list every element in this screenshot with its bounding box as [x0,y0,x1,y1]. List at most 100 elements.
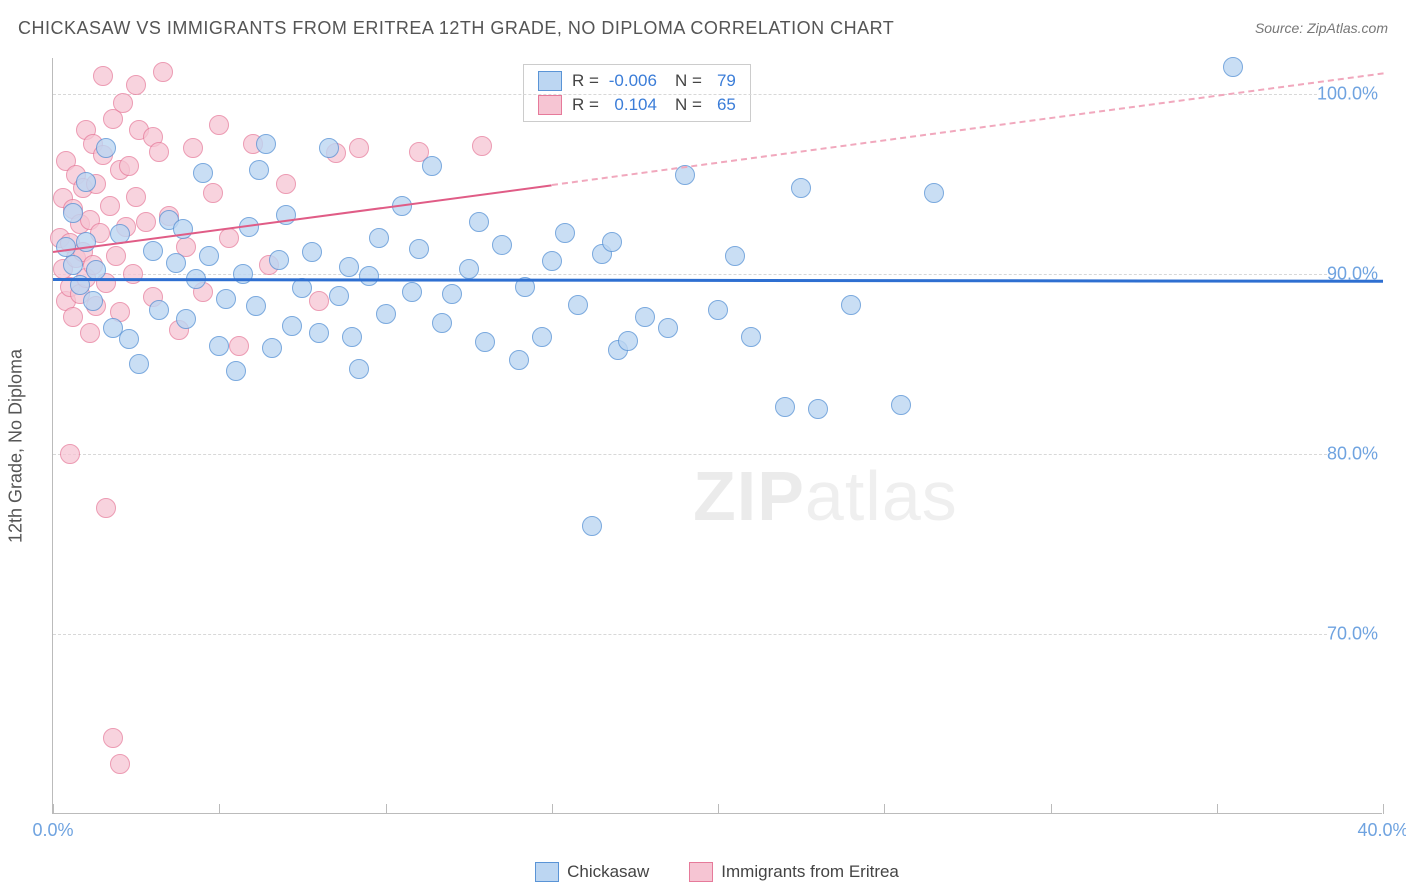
data-point [349,138,369,158]
data-point [76,172,96,192]
data-point [319,138,339,158]
data-point [193,163,213,183]
data-point [791,178,811,198]
legend-swatch [535,862,559,882]
data-point [459,259,479,279]
source-label: Source: ZipAtlas.com [1255,20,1388,36]
y-tick-label: 100.0% [1317,84,1384,105]
data-point [129,354,149,374]
data-point [203,183,223,203]
data-point [741,327,761,347]
y-tick-label: 80.0% [1327,444,1384,465]
data-point [492,235,512,255]
data-point [80,323,100,343]
data-point [262,338,282,358]
legend-stat: R =0.104N =65 [572,95,736,115]
data-point [229,336,249,356]
data-point [635,307,655,327]
data-point [63,203,83,223]
data-point [56,237,76,257]
correlation-legend: R =-0.006N =79 R =0.104N =65 [523,64,751,122]
data-point [469,212,489,232]
x-tick [1217,804,1218,814]
data-point [63,307,83,327]
data-point [924,183,944,203]
data-point [402,282,422,302]
data-point [555,223,575,243]
series-legend: Chickasaw Immigrants from Eritrea [52,862,1382,882]
data-point [542,251,562,271]
x-tick [386,804,387,814]
gridline-h [53,634,1382,635]
data-point [103,728,123,748]
data-point [342,327,362,347]
data-point [209,115,229,135]
data-point [199,246,219,266]
data-point [60,444,80,464]
data-point [153,62,173,82]
data-point [432,313,452,333]
data-point [249,160,269,180]
data-point [658,318,678,338]
data-point [119,329,139,349]
data-point [246,296,266,316]
data-point [96,138,116,158]
data-point [149,300,169,320]
data-point [149,142,169,162]
data-point [136,212,156,232]
data-point [183,138,203,158]
legend-swatch [538,71,562,91]
legend-label: Immigrants from Eritrea [721,862,899,882]
x-tick [219,804,220,814]
data-point [349,359,369,379]
data-point [891,395,911,415]
x-tick-label: 0.0% [32,820,73,841]
data-point [409,239,429,259]
data-point [219,228,239,248]
legend-swatch [538,95,562,115]
source-prefix: Source: [1255,20,1303,36]
data-point [83,291,103,311]
data-point [475,332,495,352]
data-point [618,331,638,351]
data-point [110,754,130,774]
watermark: ZIPatlas [693,456,958,536]
data-point [96,498,116,518]
data-point [775,397,795,417]
data-point [126,75,146,95]
data-point [568,295,588,315]
data-point [509,350,529,370]
data-point [582,516,602,536]
data-point [442,284,462,304]
y-tick-label: 70.0% [1327,624,1384,645]
data-point [166,253,186,273]
y-axis-label: 12th Grade, No Diploma [6,349,27,543]
data-point [282,316,302,336]
data-point [422,156,442,176]
data-point [126,187,146,207]
legend-item: Chickasaw [535,862,649,882]
data-point [113,93,133,113]
chart-title: CHICKASAW VS IMMIGRANTS FROM ERITREA 12T… [18,18,894,38]
data-point [339,257,359,277]
x-tick [884,804,885,814]
x-tick [718,804,719,814]
data-point [176,309,196,329]
data-point [708,300,728,320]
legend-stat: R =-0.006N =79 [572,71,736,91]
data-point [309,291,329,311]
data-point [226,361,246,381]
data-point [309,323,329,343]
data-point [725,246,745,266]
data-point [93,66,113,86]
data-point [359,266,379,286]
data-point [276,174,296,194]
scatter-plot: ZIPatlas R =-0.006N =79 R =0.104N =65 70.… [52,58,1382,814]
data-point [119,156,139,176]
data-point [602,232,622,252]
data-point [532,327,552,347]
data-point [63,255,83,275]
data-point [100,196,120,216]
data-point [269,250,289,270]
data-point [256,134,276,154]
